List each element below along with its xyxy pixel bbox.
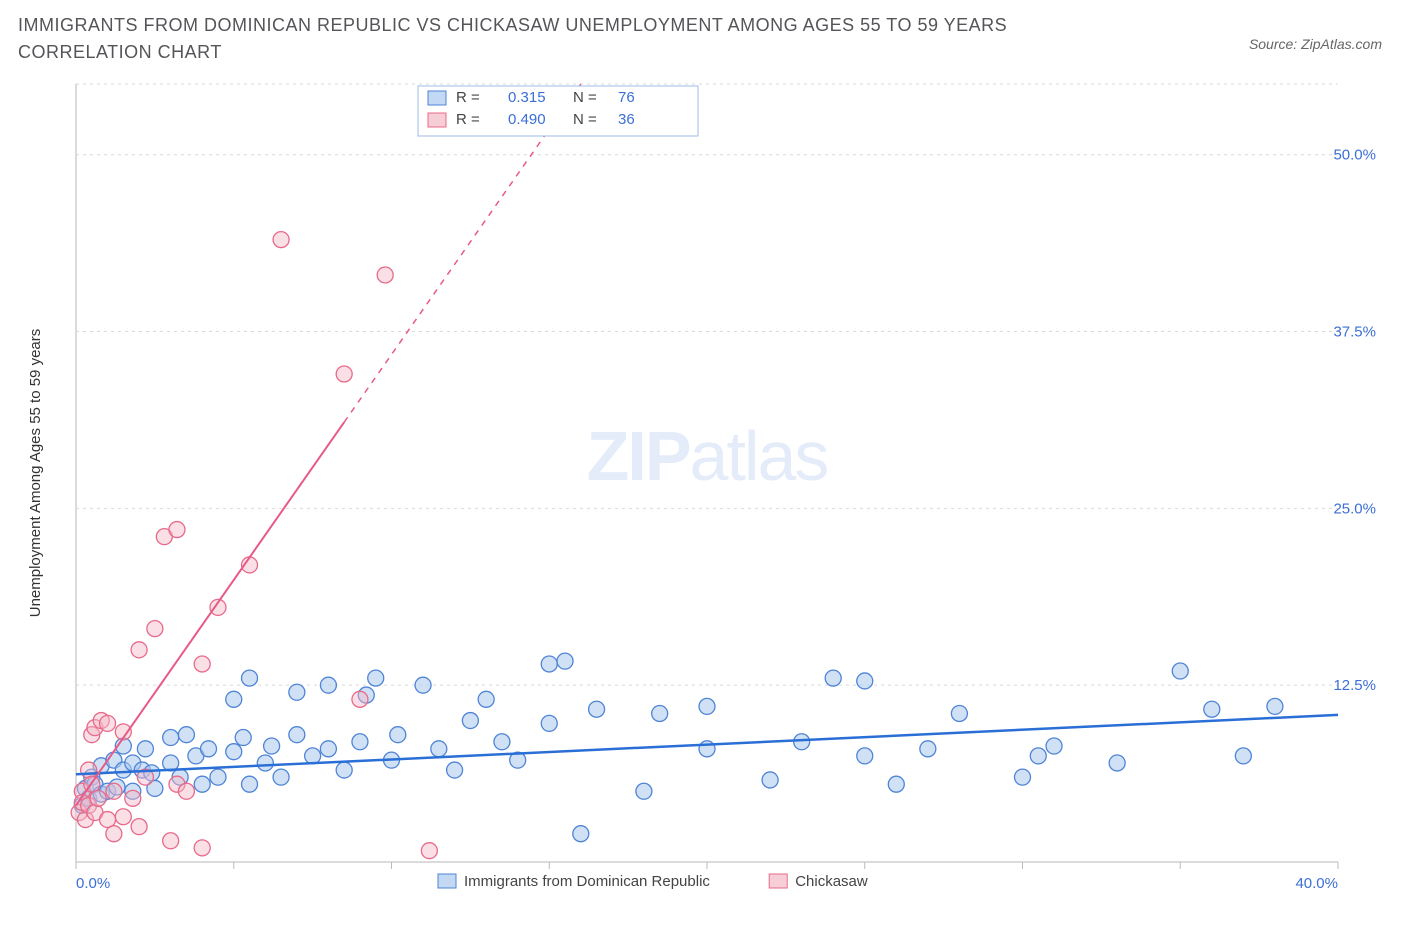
- chart-svg: 12.5% 25.0% 37.5% 50.0% 0.0% 40.0% Unemploymen…: [18, 72, 1388, 932]
- point-blue: [541, 656, 557, 672]
- point-pink: [90, 790, 106, 806]
- point-blue: [573, 826, 589, 842]
- point-blue: [462, 713, 478, 729]
- legend-r-value: 0.315: [508, 89, 546, 106]
- point-blue: [289, 727, 305, 743]
- point-pink: [194, 656, 210, 672]
- point-blue: [431, 741, 447, 757]
- point-blue: [951, 705, 967, 721]
- point-pink: [147, 621, 163, 637]
- point-blue: [699, 698, 715, 714]
- point-blue: [320, 677, 336, 693]
- point-pink: [377, 267, 393, 283]
- point-blue: [226, 691, 242, 707]
- point-blue: [1109, 755, 1125, 771]
- point-blue: [264, 738, 280, 754]
- point-blue: [557, 653, 573, 669]
- point-blue: [762, 772, 778, 788]
- legend-label: Chickasaw: [795, 873, 868, 890]
- point-blue: [857, 748, 873, 764]
- x-tick-label: 0.0%: [76, 875, 110, 892]
- point-blue: [1172, 663, 1188, 679]
- point-blue: [178, 727, 194, 743]
- point-blue: [352, 734, 368, 750]
- point-blue: [242, 776, 258, 792]
- point-blue: [390, 727, 406, 743]
- point-blue: [336, 762, 352, 778]
- legend-label: Immigrants from Dominican Republic: [464, 873, 710, 890]
- point-blue: [273, 769, 289, 785]
- point-blue: [447, 762, 463, 778]
- point-blue: [589, 701, 605, 717]
- point-pink: [352, 691, 368, 707]
- point-blue: [1030, 748, 1046, 764]
- point-blue: [226, 744, 242, 760]
- legend-swatch: [438, 874, 456, 888]
- point-blue: [163, 730, 179, 746]
- point-blue: [888, 776, 904, 792]
- point-blue: [257, 755, 273, 771]
- point-blue: [825, 670, 841, 686]
- point-blue: [541, 715, 557, 731]
- point-blue: [1235, 748, 1251, 764]
- point-blue: [920, 741, 936, 757]
- legend-swatch: [428, 113, 446, 127]
- point-blue: [1046, 738, 1062, 754]
- point-blue: [289, 684, 305, 700]
- legend-n-label: N =: [573, 111, 597, 128]
- point-pink: [106, 783, 122, 799]
- correlation-chart: 12.5% 25.0% 37.5% 50.0% 0.0% 40.0% Unemploymen…: [18, 72, 1388, 932]
- legend-r-value: 0.490: [508, 111, 546, 128]
- y-axis-title: Unemployment Among Ages 55 to 59 years: [27, 329, 44, 618]
- point-blue: [368, 670, 384, 686]
- point-blue: [794, 734, 810, 750]
- page-title: IMMIGRANTS FROM DOMINICAN REPUBLIC VS CH…: [18, 12, 1068, 66]
- point-pink: [131, 819, 147, 835]
- point-pink: [169, 522, 185, 538]
- legend-n-label: N =: [573, 89, 597, 106]
- point-blue: [242, 670, 258, 686]
- y-tick-label: 12.5%: [1333, 677, 1376, 694]
- source-attribution: Source: ZipAtlas.com: [1249, 36, 1382, 52]
- point-blue: [478, 691, 494, 707]
- point-blue: [1267, 698, 1283, 714]
- x-tick-label: 40.0%: [1295, 875, 1338, 892]
- point-blue: [320, 741, 336, 757]
- point-blue: [210, 769, 226, 785]
- watermark: ZIPatlas: [587, 417, 828, 495]
- point-blue: [1204, 701, 1220, 717]
- point-pink: [194, 840, 210, 856]
- point-pink: [81, 762, 97, 778]
- legend-n-value: 36: [618, 111, 635, 128]
- point-blue: [494, 734, 510, 750]
- point-blue: [235, 730, 251, 746]
- point-blue: [636, 783, 652, 799]
- point-pink: [131, 642, 147, 658]
- legend-swatch: [428, 91, 446, 105]
- point-blue: [305, 748, 321, 764]
- point-pink: [336, 366, 352, 382]
- point-pink: [115, 809, 131, 825]
- y-tick-label: 25.0%: [1333, 500, 1376, 517]
- y-tick-label: 50.0%: [1333, 147, 1376, 164]
- point-pink: [178, 783, 194, 799]
- point-pink: [421, 843, 437, 859]
- point-blue: [415, 677, 431, 693]
- point-blue: [201, 741, 217, 757]
- point-blue: [137, 741, 153, 757]
- legend-n-value: 76: [618, 89, 635, 106]
- point-pink: [100, 715, 116, 731]
- legend-swatch: [769, 874, 787, 888]
- point-pink: [273, 232, 289, 248]
- point-pink: [163, 833, 179, 849]
- point-blue: [194, 776, 210, 792]
- legend-r-label: R =: [456, 89, 480, 106]
- point-blue: [857, 673, 873, 689]
- y-tick-label: 37.5%: [1333, 324, 1376, 341]
- point-pink: [125, 790, 141, 806]
- point-blue: [1015, 769, 1031, 785]
- point-pink: [106, 826, 122, 842]
- point-blue: [652, 705, 668, 721]
- legend-r-label: R =: [456, 111, 480, 128]
